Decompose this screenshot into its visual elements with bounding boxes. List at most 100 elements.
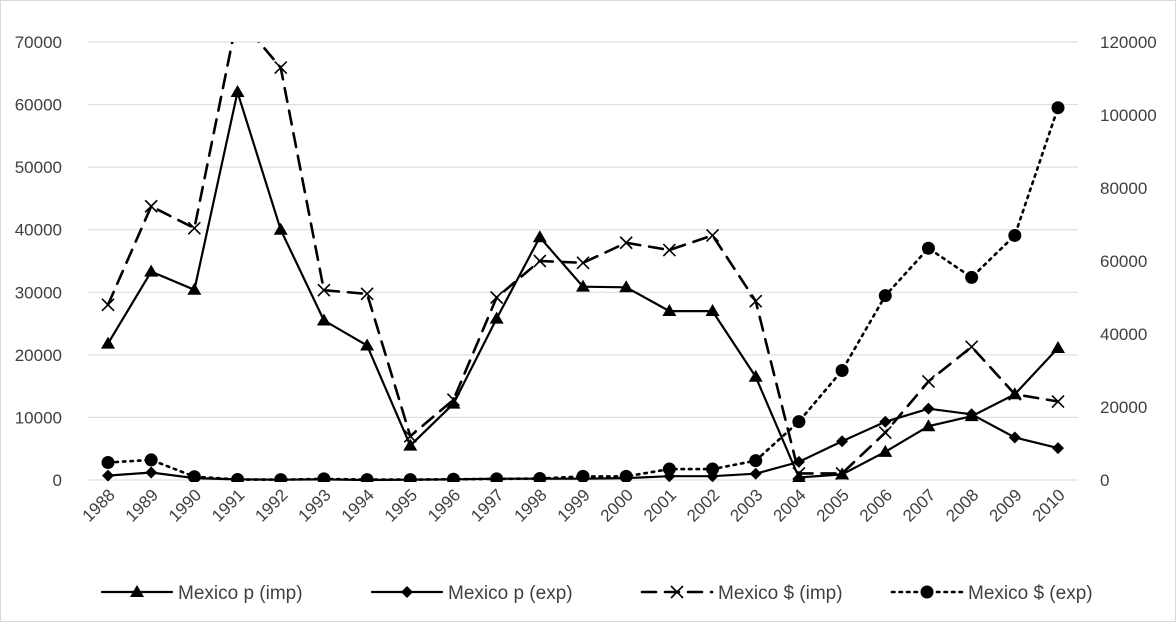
data-point xyxy=(144,264,159,277)
data-point xyxy=(705,228,720,243)
x-tick-label: 2002 xyxy=(683,485,723,525)
data-point xyxy=(317,472,331,482)
y-right-tick-label: 40000 xyxy=(1100,325,1147,344)
data-point xyxy=(836,435,849,448)
x-tick-label: 2001 xyxy=(640,485,680,525)
data-point xyxy=(1008,387,1022,401)
y-left-tick-label: 50000 xyxy=(15,158,62,177)
legend-marker xyxy=(130,585,144,597)
y-left-tick-label: 40000 xyxy=(15,221,62,240)
data-point xyxy=(835,466,849,480)
data-point xyxy=(144,199,158,213)
data-point xyxy=(706,470,719,482)
data-point xyxy=(274,473,288,482)
data-point xyxy=(446,472,460,482)
legend-label: Mexico p (imp) xyxy=(178,583,303,604)
data-point xyxy=(965,408,978,421)
x-tick-label: 1990 xyxy=(165,485,205,525)
data-point xyxy=(878,425,892,440)
legend-label: Mexico $ (exp) xyxy=(968,583,1093,604)
data-point xyxy=(317,283,331,297)
y-left-tick-label: 10000 xyxy=(15,408,62,427)
x-tick-label: 2000 xyxy=(597,485,637,525)
legend-item: Mexico $ (exp) xyxy=(890,583,1093,604)
data-point xyxy=(662,304,677,317)
data-point xyxy=(835,364,849,377)
y-left-tick-label: 30000 xyxy=(15,283,62,302)
data-point xyxy=(360,338,375,351)
data-point xyxy=(1051,101,1065,115)
data-point xyxy=(489,311,504,324)
x-tick-label: 2009 xyxy=(985,485,1025,525)
data-point xyxy=(792,470,806,482)
data-point xyxy=(231,472,245,482)
data-point xyxy=(101,455,115,469)
data-point xyxy=(662,462,676,476)
data-point xyxy=(1051,340,1065,353)
legend-marker xyxy=(401,586,413,598)
data-point xyxy=(749,454,763,468)
legend-item: Mexico $ (imp) xyxy=(640,583,843,604)
data-point xyxy=(619,280,634,293)
data-point xyxy=(144,453,158,467)
data-point xyxy=(533,254,547,268)
data-point xyxy=(965,340,979,354)
legend: Mexico p (imp) Mexico p (exp) Mexico $ (im… xyxy=(100,583,1093,604)
x-tick-label: 1989 xyxy=(122,485,162,525)
data-point xyxy=(533,472,547,482)
y-left-tick-label: 20000 xyxy=(15,346,62,365)
data-point xyxy=(101,336,115,349)
data-point xyxy=(576,256,590,270)
y-left-tick-label: 0 xyxy=(53,471,62,490)
data-point xyxy=(316,313,331,326)
legend-label: Mexico p (exp) xyxy=(448,583,573,604)
data-point xyxy=(360,473,374,482)
data-point xyxy=(792,466,806,480)
data-point xyxy=(360,287,374,301)
data-point xyxy=(403,473,417,482)
data-point xyxy=(576,469,590,482)
legend-marker xyxy=(670,585,684,599)
data-point xyxy=(403,438,418,451)
data-point xyxy=(232,10,244,22)
y-right-tick-label: 20000 xyxy=(1100,398,1147,417)
data-point xyxy=(965,270,979,284)
data-point xyxy=(187,282,202,295)
data-point xyxy=(230,85,245,98)
x-tick-label: 2004 xyxy=(770,485,810,525)
data-point xyxy=(878,444,893,457)
data-point xyxy=(101,298,115,312)
x-axis: 1988 1989 1990 1991 1992 1993 1994 1995 1996 1997… xyxy=(79,485,1069,525)
x-tick-label: 2003 xyxy=(726,485,766,525)
x-tick-label: 2006 xyxy=(856,485,896,525)
x-tick-label: 1994 xyxy=(338,485,378,525)
series-x xyxy=(101,10,1065,480)
y-right-tick-label: 120000 xyxy=(1100,33,1157,52)
x-tick-label: 1997 xyxy=(467,485,507,525)
data-point xyxy=(662,243,676,257)
x-tick-label: 1993 xyxy=(295,485,335,525)
legend-item: Mexico p (imp) xyxy=(100,583,303,604)
data-point xyxy=(749,467,762,480)
data-point xyxy=(274,60,288,75)
data-point xyxy=(922,402,935,415)
series-line xyxy=(106,407,1060,482)
series-triangle xyxy=(101,85,1065,482)
data-point xyxy=(1052,442,1064,455)
series-circle xyxy=(101,101,1065,482)
x-tick-label: 1995 xyxy=(381,485,421,525)
y-left-tick-label: 60000 xyxy=(15,96,62,115)
left-y-axis: 0 10000 20000 30000 40000 50000 60000 70000 xyxy=(15,33,62,490)
data-point xyxy=(187,470,201,482)
y-right-tick-label: 100000 xyxy=(1100,106,1157,125)
data-point xyxy=(490,472,504,482)
data-point xyxy=(187,221,201,235)
series-line xyxy=(106,106,1060,481)
x-tick-label: 1991 xyxy=(208,485,248,525)
data-point xyxy=(921,241,935,255)
legend-marker xyxy=(920,585,934,599)
series-line xyxy=(106,42,1060,475)
data-point xyxy=(403,429,417,443)
data-point xyxy=(1008,228,1022,242)
gridlines xyxy=(88,41,1078,481)
